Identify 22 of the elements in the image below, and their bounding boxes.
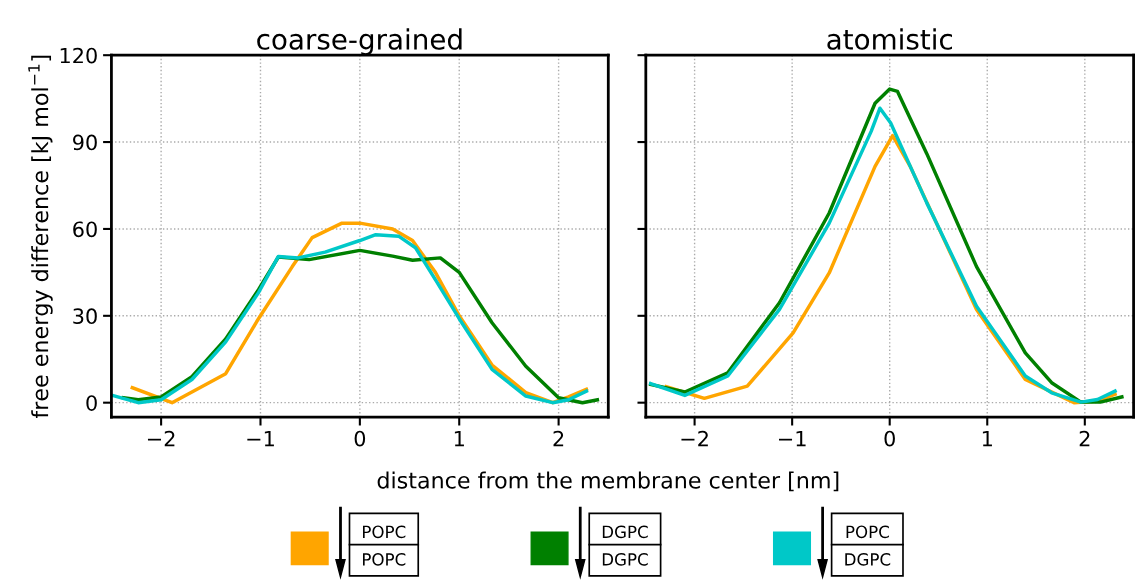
y-axis-title: free energy difference [kJ mol$^{−1}$] [28, 55, 53, 419]
legend-label: POPC DGPC [845, 525, 891, 566]
x-tick-label: 2 [553, 430, 564, 447]
x-tick-label: −1 [779, 430, 806, 447]
x-tick-label: 0 [354, 430, 366, 447]
x-tick-label: 1 [982, 430, 992, 447]
chart-title: coarse-grained [257, 28, 462, 56]
y-tick-label: 90 [73, 134, 97, 151]
x-tick-label: 0 [884, 430, 895, 447]
x-tick-label: −2 [147, 430, 175, 447]
y-tick-label: 0 [86, 395, 97, 411]
x-tick-label: 2 [1079, 430, 1090, 447]
y-tick-label: 30 [73, 308, 97, 325]
x-axis-title: distance from the membrane center [nm] [377, 471, 839, 492]
y-tick-label: 60 [73, 221, 97, 238]
legend-label: DGPC DGPC [602, 525, 648, 566]
x-tick-label: −1 [247, 430, 274, 447]
x-tick-label: 1 [454, 430, 464, 447]
y-tick-label: 120 [60, 47, 97, 64]
x-tick-label: −2 [681, 430, 708, 447]
legend-label: POPC POPC [363, 525, 406, 566]
chart-title: atomistic [827, 28, 952, 50]
